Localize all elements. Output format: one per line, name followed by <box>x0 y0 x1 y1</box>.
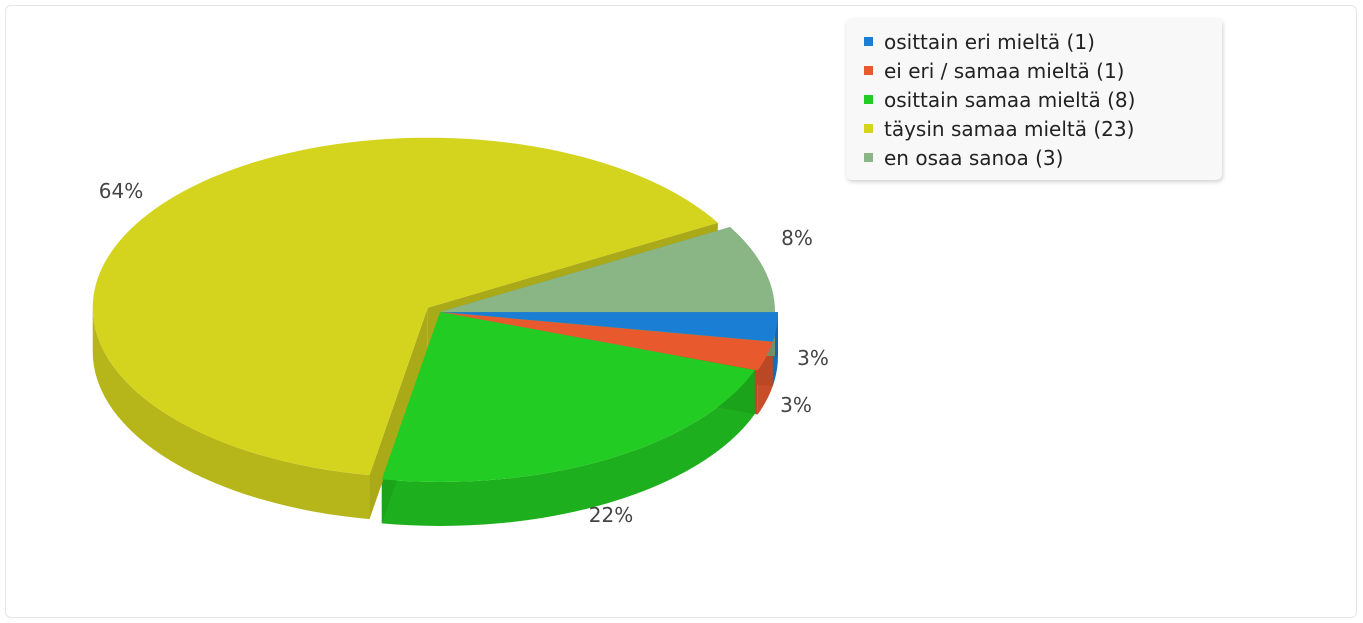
legend-label: täysin samaa mieltä (23) <box>884 116 1135 141</box>
pie-tops <box>92 137 778 483</box>
legend-item[interactable]: täysin samaa mieltä (23) <box>864 114 1222 143</box>
legend-swatch <box>864 66 873 75</box>
legend-label: osittain eri mieltä (1) <box>884 29 1095 54</box>
legend-item[interactable]: ei eri / samaa mieltä (1) <box>864 56 1222 85</box>
pie-slice-label: 8% <box>781 226 813 250</box>
legend-item[interactable]: osittain samaa mieltä (8) <box>864 85 1222 114</box>
pie-slice-side <box>381 370 755 526</box>
pie-slice-cut <box>369 307 428 520</box>
pie-slice-label: 22% <box>589 503 633 527</box>
pie-slice-side <box>92 307 370 520</box>
legend-swatch <box>864 37 873 46</box>
pie-slice-label: 3% <box>780 393 812 417</box>
pie-slice <box>440 227 775 312</box>
legend-item[interactable]: en osaa sanoa (3) <box>864 143 1222 172</box>
legend-label: osittain samaa mieltä (8) <box>884 87 1136 112</box>
legend-item[interactable]: osittain eri mieltä (1) <box>864 27 1222 56</box>
legend-swatch <box>864 95 873 104</box>
pie-slice <box>442 312 773 371</box>
pie-slice-label: 64% <box>99 179 143 203</box>
pie-slice <box>92 137 718 476</box>
legend-swatch <box>864 153 873 162</box>
pie-slice-label: 3% <box>797 346 829 370</box>
legend-label: en osaa sanoa (3) <box>884 145 1064 170</box>
pie-labels: 3% 3% 22% 64% 8% <box>99 179 829 527</box>
legend-label: ei eri / samaa mieltä (1) <box>884 58 1125 83</box>
legend: osittain eri mieltä (1) ei eri / samaa m… <box>846 18 1222 180</box>
pie-slice <box>442 312 778 342</box>
pie-slice <box>381 312 755 483</box>
legend-swatch <box>864 124 873 133</box>
